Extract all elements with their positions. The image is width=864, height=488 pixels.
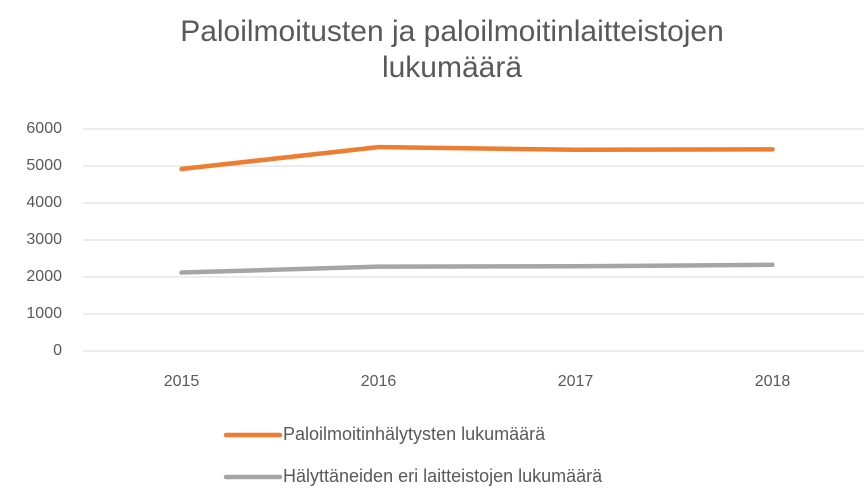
chart-title: Paloilmoitusten ja paloilmoitinlaitteist… <box>180 15 724 84</box>
y-tick-label: 4000 <box>26 194 62 211</box>
y-tick-label: 3000 <box>26 231 62 248</box>
x-tick-label: 2018 <box>755 373 791 390</box>
y-tick-label: 2000 <box>26 268 62 285</box>
x-tick-label: 2015 <box>164 373 200 390</box>
y-tick-label: 1000 <box>26 305 62 322</box>
series-line <box>179 262 775 275</box>
legend-label: Hälyttäneiden eri laitteistojen lukumäär… <box>283 466 603 486</box>
x-tick-label: 2016 <box>361 373 397 390</box>
y-tick-label: 6000 <box>26 120 62 137</box>
y-tick-label: 0 <box>53 342 62 359</box>
x-tick-label: 2017 <box>558 373 594 390</box>
y-tick-label: 5000 <box>26 157 62 174</box>
legend-label: Paloilmoitinhälytysten lukumäärä <box>283 424 546 444</box>
series-line <box>179 144 775 172</box>
